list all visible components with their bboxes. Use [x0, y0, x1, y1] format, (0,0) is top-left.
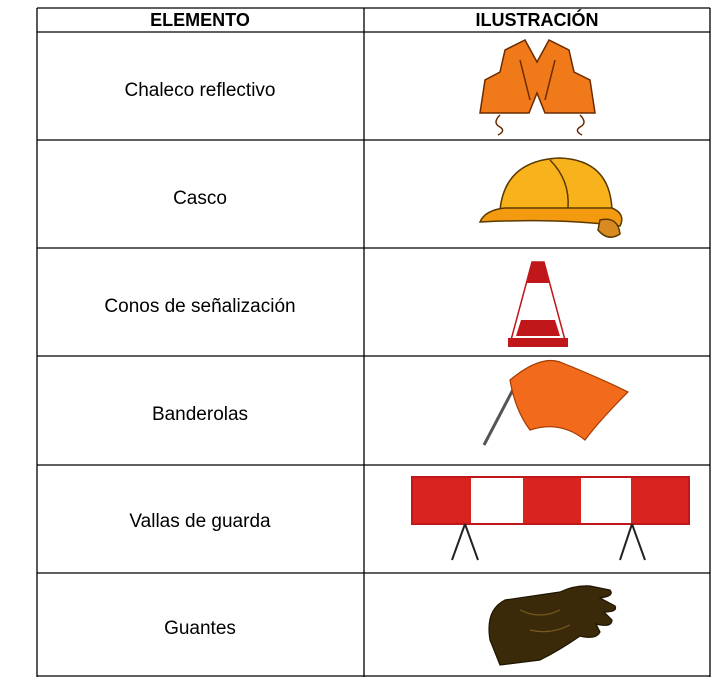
header-cell: ELEMENTO: [150, 10, 250, 30]
barrier-illustration: [411, 476, 690, 561]
helmet-illustration: [478, 157, 623, 238]
flag-illustration: [482, 359, 630, 446]
cell: Chaleco reflectivo: [124, 80, 275, 101]
glove-illustration: [488, 585, 617, 666]
cell: Conos de señalización: [104, 296, 295, 317]
vest-illustration: [479, 39, 596, 136]
cell: Casco: [173, 188, 227, 209]
header-cell: ILUSTRACIÓN: [476, 9, 599, 30]
cell: Banderolas: [152, 404, 248, 425]
cell: Guantes: [164, 618, 236, 639]
cell: Vallas de guarda: [129, 511, 271, 532]
table-borders: [36, 7, 711, 677]
cone-illustration: [508, 261, 568, 347]
